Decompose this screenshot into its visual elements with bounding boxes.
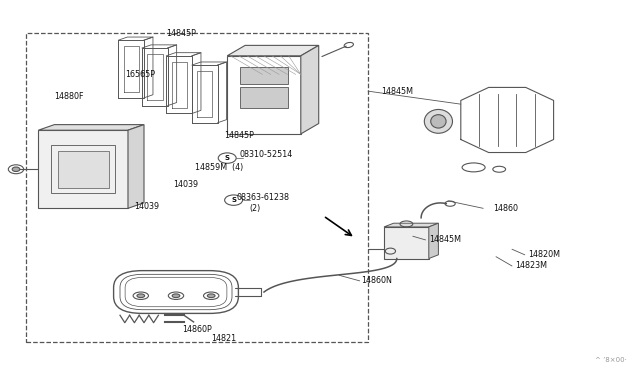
Text: 14039: 14039 bbox=[134, 202, 159, 211]
Bar bbox=[227, 56, 301, 134]
Text: 14845M: 14845M bbox=[381, 87, 413, 96]
Ellipse shape bbox=[431, 115, 446, 128]
Bar bbox=[26, 33, 368, 342]
Text: 14859M  (4): 14859M (4) bbox=[195, 163, 243, 172]
Text: 14039: 14039 bbox=[173, 180, 198, 189]
Text: S: S bbox=[225, 155, 230, 161]
Bar bbox=[38, 130, 128, 208]
Text: 14821: 14821 bbox=[211, 334, 236, 343]
Polygon shape bbox=[429, 223, 438, 259]
Text: S: S bbox=[231, 197, 236, 203]
Text: ^ ’8×00·: ^ ’8×00· bbox=[595, 357, 627, 363]
Polygon shape bbox=[384, 223, 438, 227]
Text: 14820M: 14820M bbox=[528, 250, 560, 259]
Ellipse shape bbox=[12, 167, 20, 171]
Bar bbox=[240, 87, 288, 108]
Text: 14845P: 14845P bbox=[166, 29, 196, 38]
Text: 14823M: 14823M bbox=[515, 262, 547, 270]
Polygon shape bbox=[38, 125, 144, 130]
Text: 14845M: 14845M bbox=[429, 235, 461, 244]
Text: (2): (2) bbox=[250, 204, 261, 213]
Text: 08363-61238: 08363-61238 bbox=[237, 193, 290, 202]
Text: 16565P: 16565P bbox=[125, 70, 155, 79]
Bar bbox=[51, 145, 115, 193]
Bar bbox=[58, 151, 109, 188]
Text: 14845P: 14845P bbox=[224, 131, 254, 140]
Bar bbox=[384, 227, 429, 259]
Ellipse shape bbox=[424, 109, 452, 133]
Ellipse shape bbox=[137, 294, 145, 298]
Polygon shape bbox=[227, 45, 319, 56]
Polygon shape bbox=[301, 45, 319, 134]
Text: 08310-52514: 08310-52514 bbox=[240, 150, 293, 159]
Text: 14860N: 14860N bbox=[362, 276, 392, 285]
Text: 14860: 14860 bbox=[493, 204, 518, 213]
Ellipse shape bbox=[207, 294, 215, 298]
Ellipse shape bbox=[172, 294, 180, 298]
Text: 14880F: 14880F bbox=[54, 92, 84, 101]
Polygon shape bbox=[128, 125, 144, 208]
Bar bbox=[240, 67, 288, 84]
Text: 14860P: 14860P bbox=[182, 325, 212, 334]
